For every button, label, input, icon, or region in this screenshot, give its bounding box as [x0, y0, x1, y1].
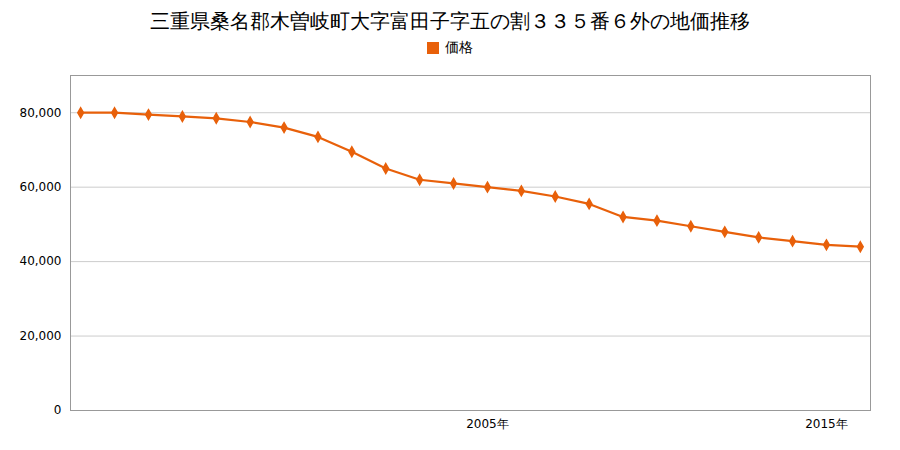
svg-text:0: 0: [54, 403, 62, 417]
svg-text:40,000: 40,000: [20, 254, 62, 268]
svg-text:2005年: 2005年: [466, 417, 509, 431]
svg-text:2015年: 2015年: [805, 417, 848, 431]
html-text:価格: 価格: [445, 39, 473, 55]
html-text:三重県桑名郡木曽岐町大字富田子字五の割３３５番６外の地価推移: 三重県桑名郡木曽岐町大字富田子字五の割３３５番６外の地価推移: [150, 9, 750, 33]
svg-text:60,000: 60,000: [20, 180, 62, 194]
svg-text:20,000: 20,000: [20, 329, 62, 343]
svg-text:80,000: 80,000: [20, 106, 62, 120]
